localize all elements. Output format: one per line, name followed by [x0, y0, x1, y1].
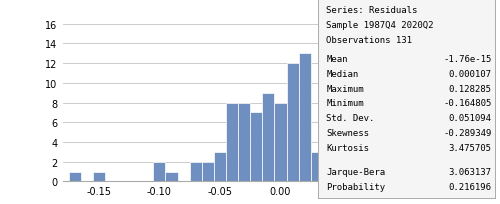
Text: Series: Residuals: Series: Residuals [326, 6, 418, 15]
Text: Minimum: Minimum [326, 99, 364, 108]
Bar [335, 103, 347, 182]
Bar [347, 44, 359, 182]
Text: Median: Median [326, 69, 358, 78]
Bar [93, 172, 105, 182]
Bar [384, 152, 396, 182]
Bar [408, 152, 420, 182]
Text: 3.475705: 3.475705 [448, 143, 492, 152]
Bar [396, 132, 407, 182]
Text: Kurtosis: Kurtosis [326, 143, 370, 152]
Bar [250, 113, 262, 182]
Bar [262, 93, 274, 182]
Text: 0.128285: 0.128285 [448, 84, 492, 93]
Bar [238, 103, 250, 182]
Text: Skewness: Skewness [326, 129, 370, 137]
Text: Std. Dev.: Std. Dev. [326, 114, 375, 123]
Text: 3.063137: 3.063137 [448, 167, 492, 176]
Bar [298, 54, 310, 182]
Text: Maximum: Maximum [326, 84, 364, 93]
Bar [286, 64, 298, 182]
Bar [420, 162, 432, 182]
Bar [226, 103, 238, 182]
Text: Jarque-Bera: Jarque-Bera [326, 167, 386, 176]
Text: -0.289349: -0.289349 [443, 129, 492, 137]
Text: Probability: Probability [326, 182, 386, 191]
Text: -1.76e-15: -1.76e-15 [443, 54, 492, 63]
Bar [359, 132, 372, 182]
Text: Mean: Mean [326, 54, 348, 63]
Bar [202, 162, 214, 182]
Text: 0.216196: 0.216196 [448, 182, 492, 191]
Bar [214, 152, 226, 182]
Bar [68, 172, 80, 182]
Bar [190, 162, 202, 182]
Bar [166, 172, 177, 182]
Bar [372, 103, 384, 182]
Bar [154, 162, 166, 182]
Text: 0.051094: 0.051094 [448, 114, 492, 123]
Text: 0.000107: 0.000107 [448, 69, 492, 78]
Text: Sample 1987Q4 2020Q2: Sample 1987Q4 2020Q2 [326, 21, 434, 30]
Bar [310, 152, 323, 182]
Bar [274, 103, 286, 182]
Text: Observations 131: Observations 131 [326, 36, 412, 45]
Bar [323, 83, 335, 182]
Text: -0.164805: -0.164805 [443, 99, 492, 108]
